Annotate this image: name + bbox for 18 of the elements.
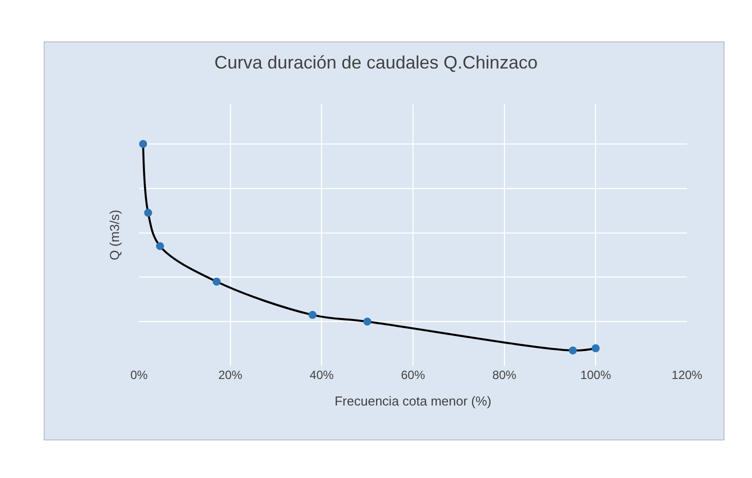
- point: [144, 208, 152, 217]
- x-tick-label: 60%: [400, 368, 426, 382]
- x-tick-label: 100%: [580, 368, 612, 382]
- x-tick-label: 40%: [310, 368, 334, 382]
- point: [156, 242, 164, 250]
- x-tick-label: 20%: [218, 368, 243, 382]
- x-tick-label: 120%: [672, 368, 703, 382]
- point: [212, 278, 221, 286]
- point: [592, 344, 600, 352]
- x-tick-label: 0%: [130, 368, 148, 382]
- x-axis-title: Frecuencia cota menor (%): [334, 394, 492, 409]
- point: [568, 346, 577, 354]
- x-tick-label: 80%: [492, 368, 517, 382]
- chart-title: Curva duración de caudales Q.Chinzaco: [214, 52, 538, 72]
- y-axis-title: Q (m3/s): [106, 210, 122, 260]
- point: [308, 310, 317, 319]
- point: [363, 318, 372, 326]
- point: [139, 140, 148, 148]
